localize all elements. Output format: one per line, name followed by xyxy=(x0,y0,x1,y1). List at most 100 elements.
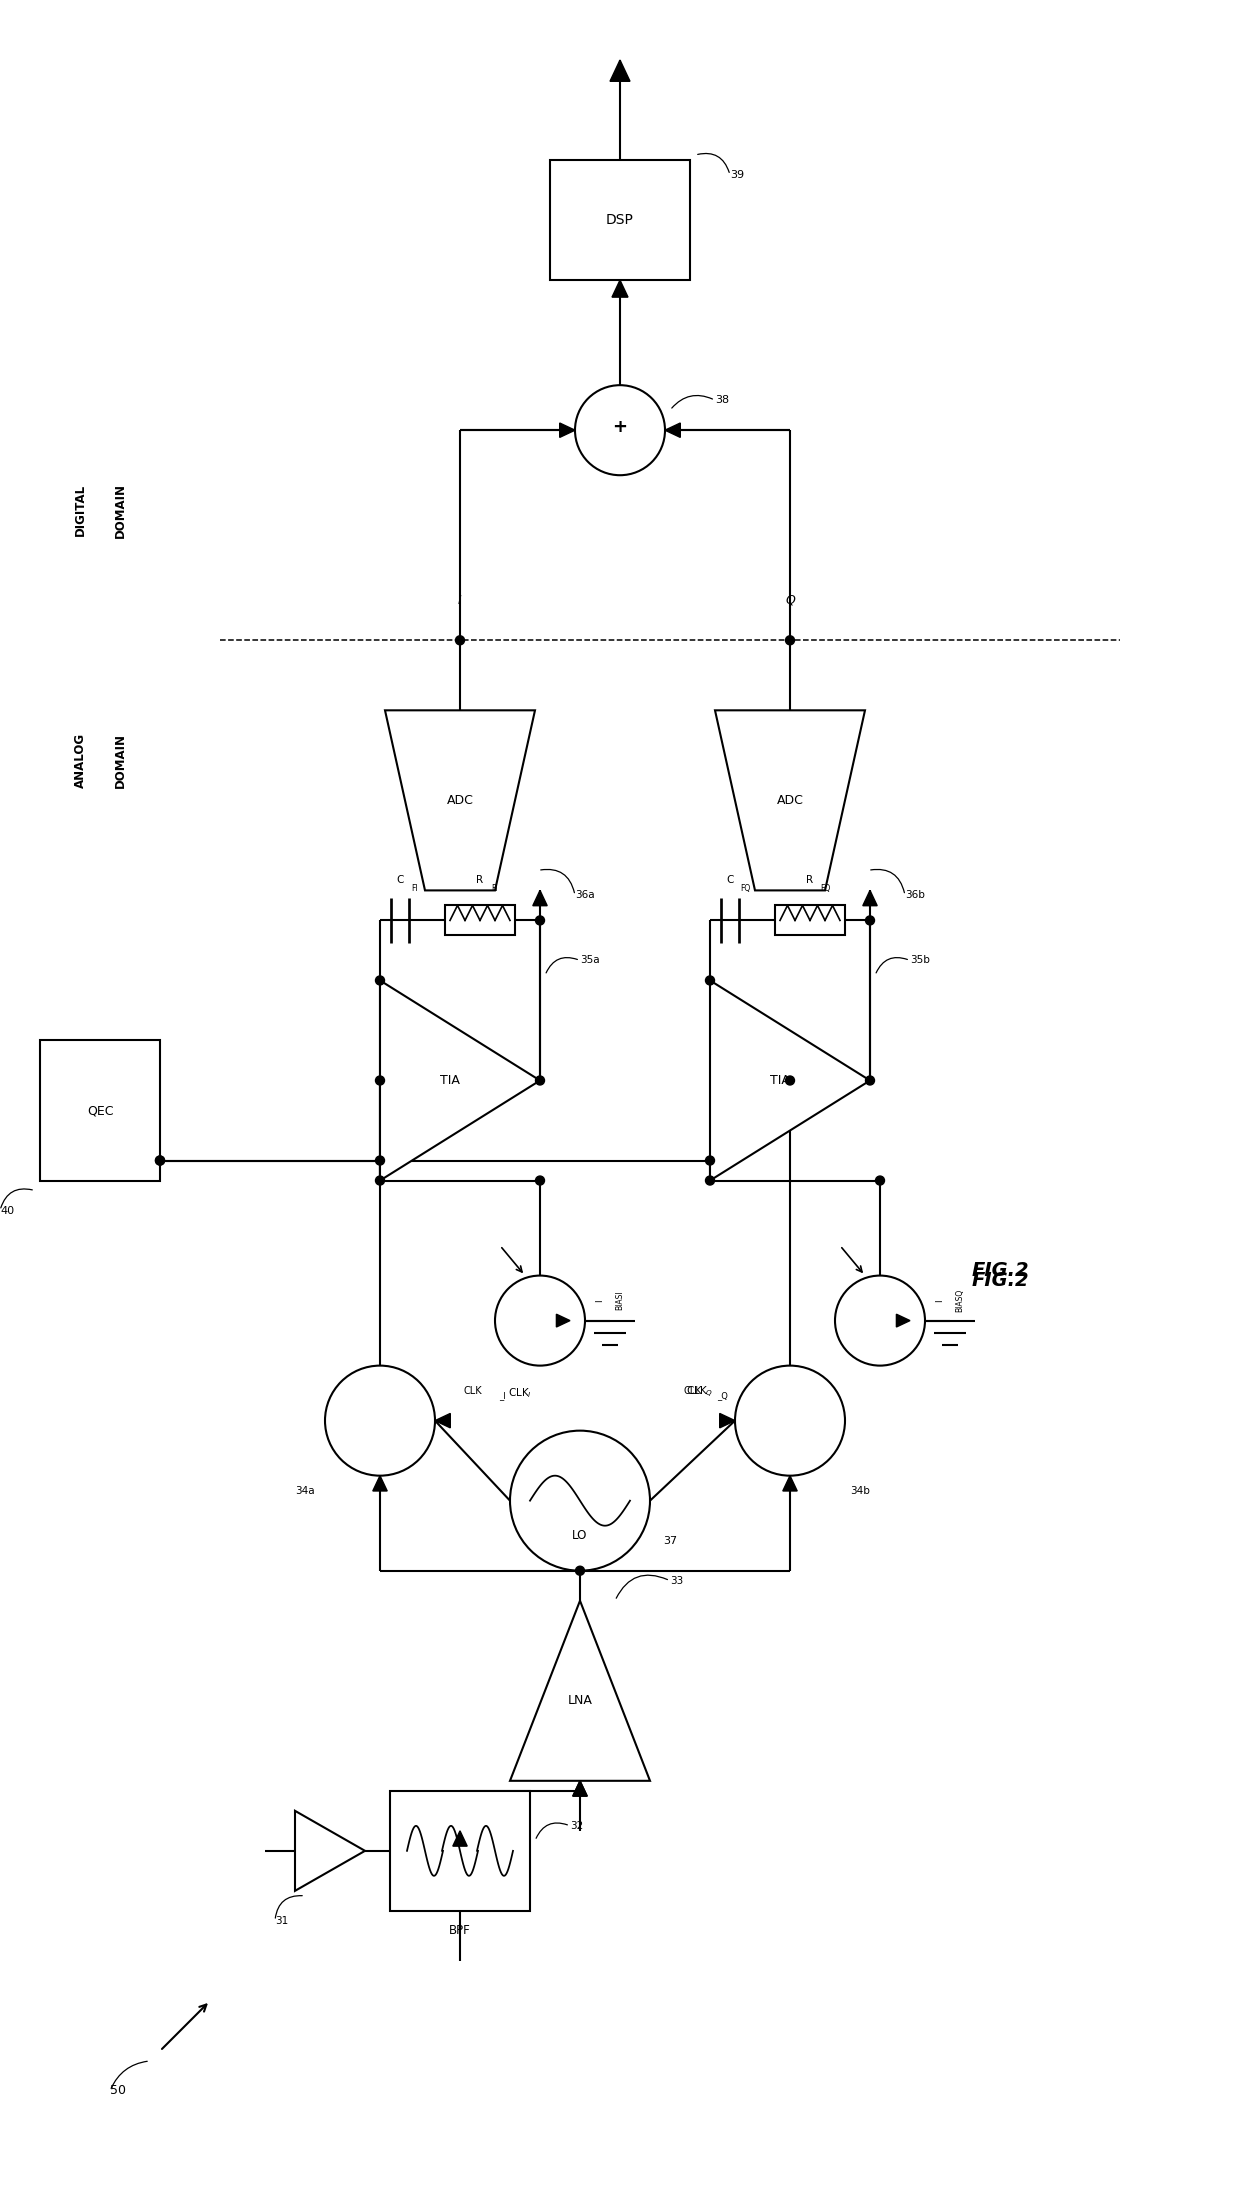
Text: LO: LO xyxy=(573,1530,588,1543)
Polygon shape xyxy=(435,1413,450,1428)
Text: 36a: 36a xyxy=(575,891,595,900)
Text: 38: 38 xyxy=(715,396,729,405)
Text: FI: FI xyxy=(492,884,498,893)
Text: +: + xyxy=(613,418,627,436)
Polygon shape xyxy=(897,1313,910,1327)
Circle shape xyxy=(376,1077,384,1086)
Text: 34a: 34a xyxy=(295,1486,315,1495)
Text: _I: _I xyxy=(500,1391,506,1400)
Text: 50: 50 xyxy=(110,2085,126,2098)
Polygon shape xyxy=(384,710,534,891)
Text: I: I xyxy=(935,1300,945,1302)
Text: FI: FI xyxy=(412,884,418,893)
Circle shape xyxy=(875,1176,884,1185)
Polygon shape xyxy=(379,979,539,1181)
Circle shape xyxy=(835,1276,925,1366)
Circle shape xyxy=(495,1276,585,1366)
Text: 35b: 35b xyxy=(910,955,930,966)
Polygon shape xyxy=(557,1313,570,1327)
Circle shape xyxy=(376,1156,384,1165)
Text: I: I xyxy=(595,1300,605,1302)
Polygon shape xyxy=(715,710,866,891)
Circle shape xyxy=(785,1077,795,1086)
Circle shape xyxy=(376,975,384,984)
Text: DOMAIN: DOMAIN xyxy=(114,732,126,787)
Text: 39: 39 xyxy=(730,170,744,179)
Text: 37: 37 xyxy=(663,1537,677,1545)
Text: I: I xyxy=(458,595,461,606)
Bar xyxy=(40,1041,160,1181)
Circle shape xyxy=(575,385,665,475)
Text: TIA: TIA xyxy=(770,1075,790,1088)
Polygon shape xyxy=(573,1780,588,1795)
Circle shape xyxy=(735,1366,844,1475)
Polygon shape xyxy=(665,422,681,438)
Text: ADC: ADC xyxy=(776,794,804,807)
Text: FIG.2: FIG.2 xyxy=(971,1260,1029,1280)
Circle shape xyxy=(325,1366,435,1475)
Polygon shape xyxy=(295,1811,365,1890)
Polygon shape xyxy=(453,1831,467,1846)
Polygon shape xyxy=(573,1780,588,1795)
Polygon shape xyxy=(559,422,575,438)
Circle shape xyxy=(706,1176,714,1185)
Text: 36b: 36b xyxy=(905,891,925,900)
Text: BIASI: BIASI xyxy=(615,1291,625,1311)
Polygon shape xyxy=(533,891,547,907)
Circle shape xyxy=(706,1156,714,1165)
Bar xyxy=(391,1791,529,1910)
Text: 31: 31 xyxy=(275,1917,288,1926)
Text: FIG.2: FIG.2 xyxy=(971,1271,1029,1289)
Text: CLK: CLK xyxy=(464,1386,482,1395)
Polygon shape xyxy=(782,1475,797,1490)
Text: 34b: 34b xyxy=(851,1486,870,1495)
Circle shape xyxy=(455,637,465,646)
Polygon shape xyxy=(613,281,627,296)
Text: QEC: QEC xyxy=(87,1103,113,1117)
Circle shape xyxy=(706,975,714,984)
Text: ADC: ADC xyxy=(446,794,474,807)
Text: R: R xyxy=(806,876,813,884)
Text: DSP: DSP xyxy=(606,212,634,228)
Text: 32: 32 xyxy=(570,1822,583,1831)
Bar xyxy=(445,907,515,935)
Text: Q: Q xyxy=(785,595,795,606)
Polygon shape xyxy=(711,979,870,1181)
Text: FQ: FQ xyxy=(740,884,750,893)
Circle shape xyxy=(155,1156,165,1165)
Text: _Q: _Q xyxy=(717,1391,728,1400)
Text: CLK$_Q$: CLK$_Q$ xyxy=(686,1384,714,1400)
Circle shape xyxy=(376,1176,384,1185)
Text: DOMAIN: DOMAIN xyxy=(114,482,126,537)
Text: FQ: FQ xyxy=(820,884,830,893)
Text: 33: 33 xyxy=(670,1576,683,1585)
Polygon shape xyxy=(610,60,630,82)
Text: CLK$_I$: CLK$_I$ xyxy=(508,1386,532,1400)
Text: R: R xyxy=(476,876,484,884)
Circle shape xyxy=(510,1431,650,1570)
Polygon shape xyxy=(719,1413,735,1428)
Polygon shape xyxy=(373,1475,387,1490)
Circle shape xyxy=(866,1077,874,1086)
Text: BIASQ: BIASQ xyxy=(956,1289,965,1311)
Text: ANALOG: ANALOG xyxy=(73,732,87,787)
Text: C: C xyxy=(727,876,734,884)
Text: TIA: TIA xyxy=(440,1075,460,1088)
Circle shape xyxy=(785,637,795,646)
Circle shape xyxy=(155,1156,165,1165)
Bar xyxy=(775,907,844,935)
Circle shape xyxy=(866,915,874,924)
Polygon shape xyxy=(510,1601,650,1780)
Text: C: C xyxy=(397,876,404,884)
Text: BPF: BPF xyxy=(449,1924,471,1937)
Bar xyxy=(551,159,689,281)
Text: 35a: 35a xyxy=(580,955,600,966)
Text: 40: 40 xyxy=(0,1205,14,1216)
Text: DIGITAL: DIGITAL xyxy=(73,484,87,537)
Circle shape xyxy=(536,915,544,924)
Circle shape xyxy=(536,1077,544,1086)
Polygon shape xyxy=(863,891,877,907)
Circle shape xyxy=(536,1176,544,1185)
Text: CLK: CLK xyxy=(683,1386,702,1395)
Text: LNA: LNA xyxy=(568,1694,593,1707)
